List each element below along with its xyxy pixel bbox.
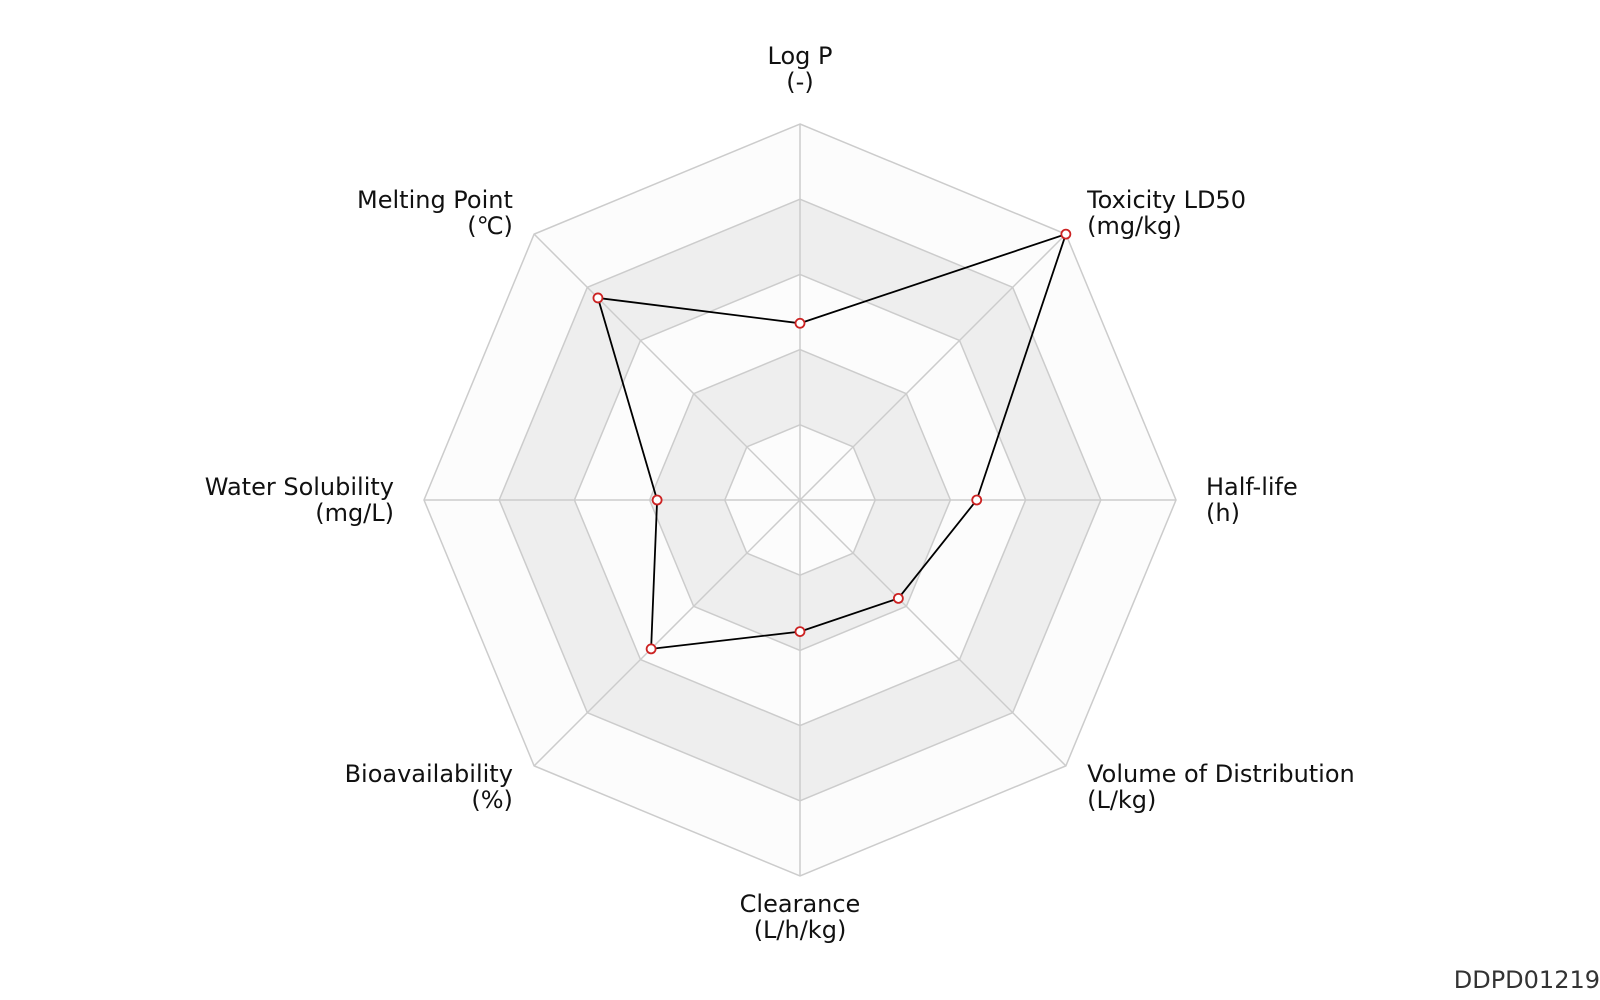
axis-label-8: Melting Point <box>357 186 513 214</box>
axis-label-1: Log P <box>768 42 833 70</box>
axis-spoke-8 <box>533 233 801 501</box>
axis-unit-8: (℃) <box>467 212 513 240</box>
data-point-1 <box>794 317 806 329</box>
data-point-7 <box>651 494 663 506</box>
data-point-2 <box>1060 228 1072 240</box>
axis-spoke-4 <box>799 499 1067 767</box>
data-point-3 <box>971 494 983 506</box>
axis-label-7: Water Solubility <box>205 473 394 501</box>
axis-label-3: Half-life <box>1206 473 1298 501</box>
axis-labels: Log P(-) Toxicity LD50(mg/kg) Half-life(h)… <box>205 42 1355 944</box>
axis-unit-7: (mg/L) <box>315 499 394 527</box>
axis-unit-2: (mg/kg) <box>1087 212 1182 240</box>
data-series <box>592 228 1072 655</box>
data-point-5 <box>794 626 806 637</box>
axis-label-2: Toxicity LD50 <box>1086 186 1246 214</box>
axis-unit-4: (L/kg) <box>1087 786 1156 814</box>
axis-unit-3: (h) <box>1206 499 1240 527</box>
axis-label-6: Bioavailability <box>345 760 513 788</box>
data-point-6 <box>645 643 657 655</box>
axis-unit-6: (%) <box>471 786 513 814</box>
axis-unit-1: (-) <box>786 68 813 96</box>
chart-id-label: DDPD01219 <box>1453 966 1600 994</box>
axis-spokes <box>424 124 1176 876</box>
axis-spoke-2 <box>799 233 1067 501</box>
axis-spoke-6 <box>533 499 801 767</box>
data-point-4 <box>892 592 904 604</box>
axis-label-5: Clearance <box>740 890 861 918</box>
axis-label-4: Volume of Distribution <box>1087 760 1355 788</box>
data-point-8 <box>592 292 604 304</box>
axis-unit-5: (L/h/kg) <box>754 916 847 944</box>
